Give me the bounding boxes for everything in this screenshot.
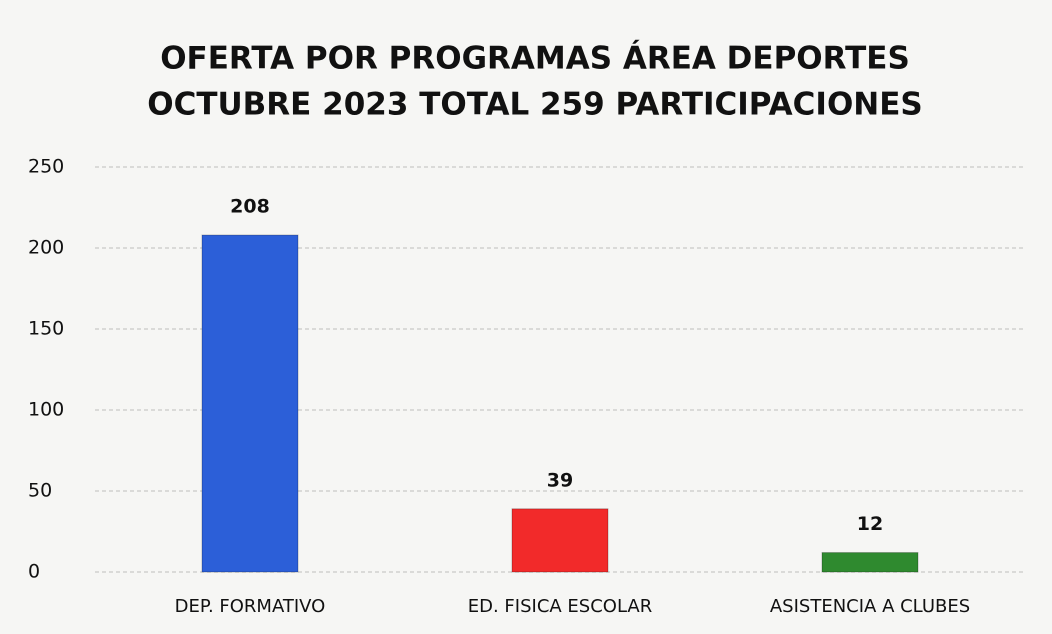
- x-tick-label: DEP. FORMATIVO: [175, 596, 326, 617]
- chart-title: OCTUBRE 2023 TOTAL 259 PARTICIPACIONES: [147, 87, 923, 123]
- y-tick-label: 150: [28, 318, 64, 340]
- y-tick-label: 100: [28, 399, 64, 421]
- y-tick-label: 250: [28, 156, 64, 178]
- data-label: 208: [230, 196, 270, 218]
- y-tick-label: 0: [28, 561, 40, 583]
- x-tick-label: ED. FISICA ESCOLAR: [468, 596, 652, 617]
- bar: [821, 552, 919, 573]
- y-tick-label: 50: [28, 480, 52, 502]
- chart-title: OFERTA POR PROGRAMAS ÁREA DEPORTES: [160, 41, 910, 77]
- x-tick-label: ASISTENCIA A CLUBES: [770, 596, 970, 617]
- data-label: 39: [547, 469, 573, 491]
- bar: [201, 234, 299, 573]
- y-tick-label: 200: [28, 237, 64, 259]
- bar: [511, 508, 609, 573]
- data-label: 12: [857, 513, 883, 535]
